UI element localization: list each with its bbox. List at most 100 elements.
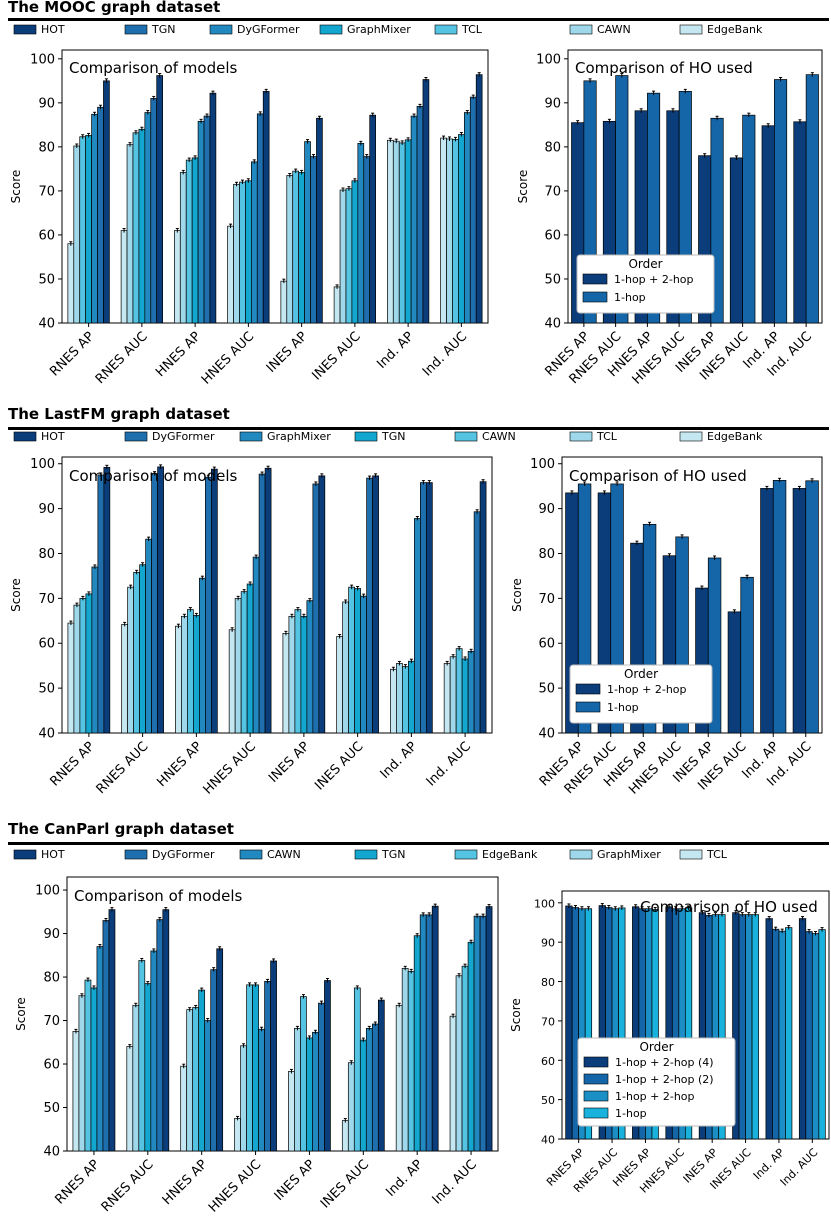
- order-legend-label: 1-hop + 2-hop (2): [615, 1073, 714, 1086]
- bar: [387, 139, 394, 324]
- bar: [458, 134, 465, 324]
- bar: [205, 476, 212, 734]
- bar: [67, 622, 75, 734]
- legend-swatch: [124, 849, 148, 860]
- bar: [363, 156, 371, 324]
- y-tick-label: 80: [541, 976, 555, 989]
- bar: [126, 144, 134, 324]
- legend-label: HOT: [41, 430, 65, 443]
- order-legend-swatch: [582, 291, 608, 303]
- bar: [239, 181, 246, 324]
- bar: [761, 125, 775, 324]
- bar: [479, 915, 487, 1152]
- bar: [369, 114, 376, 324]
- bar: [772, 479, 787, 734]
- bar: [793, 121, 807, 324]
- bar: [120, 230, 128, 324]
- bar: [785, 927, 793, 1140]
- legend-swatch: [13, 849, 37, 860]
- bar: [204, 1020, 212, 1152]
- y-tick-label: 100: [30, 457, 55, 472]
- bar: [156, 919, 164, 1152]
- bar: [240, 1045, 247, 1152]
- bar: [341, 1120, 349, 1152]
- bar: [91, 113, 98, 324]
- y-tick-label: 90: [541, 937, 555, 950]
- section-title: The CanParl graph dataset: [8, 820, 234, 838]
- y-axis-label: Score: [509, 998, 523, 1032]
- y-tick-label: 40: [38, 317, 55, 332]
- y-tick-label: 70: [541, 1015, 555, 1028]
- x-tick-label: RNES AP: [52, 1157, 102, 1207]
- bar: [84, 979, 92, 1152]
- order-legend-label: 1-hop + 2-hop: [607, 683, 687, 696]
- bar: [336, 636, 344, 734]
- bar: [228, 629, 236, 734]
- bar: [73, 604, 81, 734]
- bar: [312, 483, 320, 734]
- bar: [431, 905, 439, 1152]
- bar: [461, 965, 469, 1152]
- bar: [398, 142, 406, 324]
- legend-swatch: [569, 24, 593, 35]
- y-tick-label: 100: [35, 884, 60, 899]
- x-tick-label: HNES AP: [160, 1157, 211, 1208]
- x-tick-label: RNES AP: [47, 739, 97, 789]
- y-axis-label: Score: [510, 578, 524, 612]
- order-legend-swatch: [575, 701, 601, 713]
- bar: [467, 941, 475, 1152]
- y-tick-label: 50: [43, 1101, 60, 1116]
- bar: [145, 538, 152, 734]
- bar: [210, 468, 218, 734]
- bar: [740, 576, 754, 734]
- order-legend-title: Order: [628, 257, 662, 271]
- y-tick-label: 80: [43, 971, 60, 986]
- y-tick-label: 70: [43, 1014, 60, 1029]
- y-tick-label: 100: [530, 457, 555, 472]
- x-tick-label: Ind. AUC: [778, 1146, 821, 1189]
- y-tick-label: 50: [38, 682, 55, 697]
- bar: [85, 593, 93, 734]
- y-tick-label: 90: [43, 927, 60, 942]
- bar: [197, 120, 205, 324]
- bar: [416, 106, 424, 324]
- bar: [751, 914, 759, 1140]
- bar: [138, 960, 146, 1152]
- y-tick-label: 90: [538, 502, 555, 517]
- bar: [79, 136, 87, 324]
- legend-label: GraphMixer: [597, 848, 661, 861]
- bar: [792, 488, 807, 734]
- order-legend-swatch: [575, 683, 601, 695]
- bar: [280, 280, 288, 324]
- bar: [467, 650, 475, 734]
- section-divider: [8, 18, 829, 21]
- bar: [132, 1004, 140, 1152]
- bar: [422, 79, 430, 324]
- y-tick-label: 70: [38, 184, 55, 199]
- bar: [333, 286, 341, 324]
- bar: [419, 914, 427, 1152]
- legend-label: EdgeBank: [707, 23, 763, 36]
- bar: [180, 1065, 188, 1152]
- bar: [798, 918, 807, 1140]
- bar: [150, 98, 158, 324]
- bar: [479, 481, 487, 734]
- bar: [805, 480, 819, 734]
- bar: [250, 161, 258, 324]
- bar: [234, 598, 242, 734]
- legend-swatch: [239, 431, 263, 442]
- bar: [772, 928, 780, 1140]
- order-legend-label: 1-hop: [614, 291, 646, 304]
- legend-label: DyGFormer: [152, 430, 215, 443]
- x-tick-label: HNES AUC: [201, 739, 259, 797]
- y-tick-label: 40: [538, 727, 555, 742]
- bar: [377, 999, 385, 1152]
- x-tick-label: HNES AUC: [206, 1157, 264, 1215]
- order-legend-label: 1-hop + 2-hop (4): [615, 1056, 714, 1069]
- legend-swatch: [239, 849, 263, 860]
- bar: [264, 467, 272, 734]
- bar: [318, 1002, 325, 1152]
